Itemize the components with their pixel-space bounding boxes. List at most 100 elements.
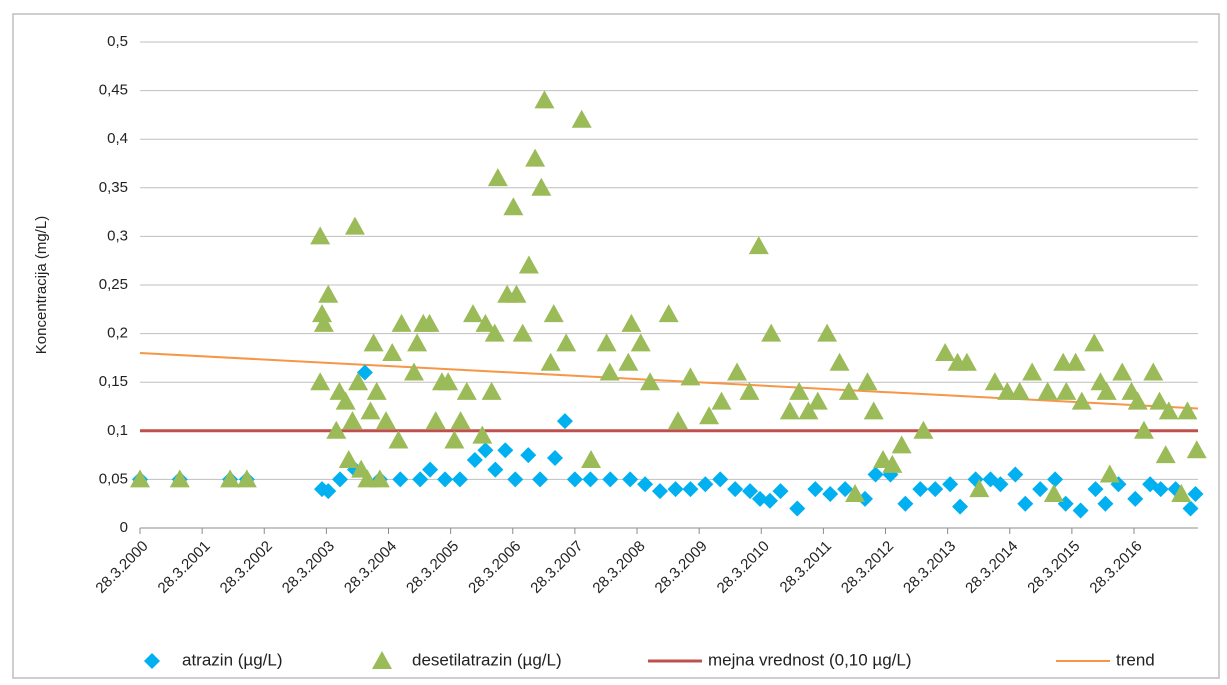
triangle-marker	[1056, 381, 1077, 400]
diamond-marker	[837, 481, 854, 498]
diamond-marker	[727, 481, 744, 498]
triangle-marker	[571, 109, 592, 128]
triangle-marker	[779, 401, 800, 420]
diamond-marker	[807, 481, 824, 498]
diamond-marker	[912, 481, 929, 498]
triangle-marker	[484, 323, 505, 342]
diamond-marker	[927, 481, 944, 498]
y-axis-label: Koncentracija (mg/L)	[33, 216, 50, 354]
diamond-marker	[942, 476, 959, 493]
triangle-marker	[444, 430, 465, 449]
diamond-marker	[651, 483, 668, 500]
triangle-marker	[326, 420, 347, 439]
triangle-marker	[382, 343, 403, 362]
triangle-marker	[838, 381, 859, 400]
chart-frame	[12, 13, 1220, 679]
y-tick-label: 0,1	[107, 422, 128, 439]
diamond-marker	[952, 498, 969, 515]
diamond-marker	[507, 471, 524, 488]
triangle-marker	[236, 469, 257, 488]
triangle-marker	[640, 372, 661, 391]
triangle-marker	[403, 362, 424, 381]
triangle-marker	[1065, 352, 1086, 371]
triangle-marker	[1084, 333, 1105, 352]
triangle-marker	[419, 313, 440, 332]
diamond-marker	[1182, 500, 1199, 517]
diamond-marker	[697, 476, 714, 493]
triangle-marker	[525, 148, 546, 167]
triangle-marker	[512, 323, 533, 342]
marks	[130, 90, 1207, 519]
y-tick-label: 0,45	[99, 82, 128, 99]
diamond-marker	[437, 471, 454, 488]
triangle-marker	[450, 411, 471, 430]
diamond-marker	[497, 442, 514, 459]
legend: atrazin (µg/L) desetilatrazin (µg/L) mejna…	[144, 650, 1155, 669]
diamond-marker	[532, 471, 549, 488]
triangle-marker	[1096, 381, 1117, 400]
diamond-marker	[392, 471, 409, 488]
triangle-marker	[935, 343, 956, 362]
diamond-marker	[822, 485, 839, 502]
diamond-marker	[422, 461, 439, 478]
diamond-marker	[546, 450, 563, 467]
triangle-marker	[581, 449, 602, 468]
y-tick-label: 0,3	[107, 227, 128, 244]
legend-label: trend	[1116, 650, 1155, 669]
triangle-marker	[313, 313, 334, 332]
triangle-marker	[318, 284, 339, 303]
triangle-marker	[376, 411, 397, 430]
triangle-marker	[829, 352, 850, 371]
triangle-marker	[668, 411, 689, 430]
triangle-marker	[503, 197, 524, 216]
triangle-marker	[1149, 391, 1170, 410]
triangle-marker	[761, 323, 782, 342]
diamond-marker	[637, 476, 654, 493]
diamond-marker	[582, 471, 599, 488]
triangle-marker	[344, 216, 365, 235]
triangle-marker	[798, 401, 819, 420]
diamond-marker	[487, 461, 504, 478]
triangle-marker	[913, 420, 934, 439]
triangle-marker	[739, 381, 760, 400]
triangle-marker	[310, 226, 331, 245]
triangle-marker	[1133, 420, 1154, 439]
triangle-marker	[630, 333, 651, 352]
diamond-marker	[1017, 495, 1034, 512]
diamond-marker	[992, 476, 1009, 493]
diamond-marker	[1047, 471, 1064, 488]
triangle-marker	[425, 411, 446, 430]
y-tick-label: 0,05	[99, 470, 128, 487]
diamond-marker	[712, 471, 729, 488]
diamond-marker	[789, 500, 806, 517]
triangle-marker	[481, 381, 502, 400]
y-tick-label: 0	[120, 519, 128, 536]
triangle-marker	[748, 236, 769, 255]
diamond-marker	[144, 653, 160, 669]
triangle-marker	[540, 352, 561, 371]
triangle-marker	[1071, 391, 1092, 410]
triangle-marker	[1037, 381, 1058, 400]
triangle-marker	[956, 352, 977, 371]
diamond-marker	[332, 471, 349, 488]
diamond-marker	[742, 483, 759, 500]
triangle-marker	[1158, 401, 1179, 420]
triangle-marker	[596, 333, 617, 352]
triangle-marker	[618, 352, 639, 371]
triangle-marker	[391, 313, 412, 332]
diamond-marker	[556, 413, 573, 430]
triangle-marker	[130, 469, 150, 488]
triangle-marker	[891, 435, 912, 454]
triangle-marker	[969, 479, 990, 498]
triangle-marker	[984, 372, 1005, 391]
diamond-marker	[761, 492, 778, 509]
triangle-marker	[335, 391, 356, 410]
triangle-marker	[1186, 440, 1207, 459]
diamond-marker	[356, 364, 373, 381]
diamond-marker	[412, 471, 429, 488]
diamond-marker	[477, 442, 494, 459]
triangle-marker	[1143, 362, 1164, 381]
triangle-marker	[863, 401, 884, 420]
triangle-marker	[388, 430, 409, 449]
legend-label: desetilatrazin (µg/L)	[412, 650, 562, 669]
